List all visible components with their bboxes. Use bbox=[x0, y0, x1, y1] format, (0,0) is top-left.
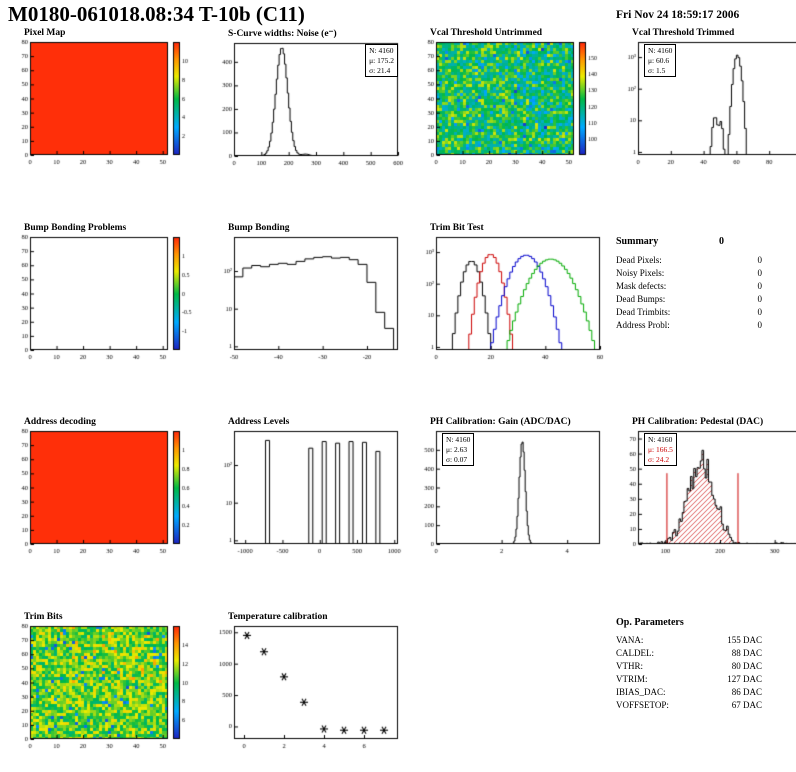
op-parameter-label: VTHR: bbox=[616, 661, 643, 671]
plot-bump-bonding-problems: Bump Bonding Problems bbox=[6, 223, 206, 362]
plot-vcal-untrimmed: Vcal Threshold Untrimmed bbox=[412, 28, 612, 167]
plot-trim-bits: Trim Bits bbox=[6, 612, 206, 751]
op-parameter-row: IBIAS_DAC: 86 DAC bbox=[616, 686, 762, 699]
stat-mean: μ: 166.5 bbox=[648, 444, 673, 454]
summary-value: 0 bbox=[757, 320, 763, 330]
op-parameter-row: VANA: 155 DAC bbox=[616, 634, 762, 647]
summary-label: Mask defects: bbox=[616, 281, 667, 291]
plot-temperature-calibration: Temperature calibration bbox=[210, 612, 410, 751]
plot-title: Vcal Threshold Untrimmed bbox=[430, 28, 543, 38]
plot-trim-bit-test: Trim Bit Test bbox=[412, 223, 612, 362]
address-decoding-canvas bbox=[6, 428, 202, 556]
summary-label: Noisy Pixels: bbox=[616, 268, 665, 278]
plot-title: S-Curve widths: Noise (e⁻) bbox=[228, 29, 337, 39]
stat-entries: N: 4160 bbox=[369, 46, 394, 55]
trim-bit-test-canvas bbox=[412, 234, 608, 362]
summary-value: 0 bbox=[757, 294, 763, 304]
summary-value: 0 bbox=[757, 268, 763, 278]
summary-row: Noisy Pixels: 0 bbox=[616, 267, 762, 280]
plot-vcal-trimmed: Vcal Threshold Trimmed N: 4160 μ: 60.6 σ… bbox=[614, 28, 796, 167]
op-parameters-block: Op. Parameters VANA: 155 DAC CALDEL: 88 DA… bbox=[616, 617, 762, 712]
summary-label: Dead Trimbits: bbox=[616, 307, 671, 317]
temperature-calibration-canvas bbox=[210, 623, 406, 751]
plot-title: Bump Bonding bbox=[228, 223, 290, 233]
summary-value: 0 bbox=[757, 255, 763, 265]
summary-label: Dead Pixels: bbox=[616, 255, 662, 265]
stat-entries: N: 4160 bbox=[648, 435, 673, 444]
summary-label: Dead Bumps: bbox=[616, 294, 666, 304]
plot-title: Temperature calibration bbox=[228, 612, 328, 622]
trim-bits-canvas bbox=[6, 623, 202, 751]
summary-value: 0 bbox=[757, 281, 763, 291]
op-parameter-value: 80 DAC bbox=[731, 661, 762, 671]
plot-address-decoding: Address decoding bbox=[6, 417, 206, 556]
stat-entries: N: 4160 bbox=[648, 46, 673, 55]
op-parameter-row: VTHR: 80 DAC bbox=[616, 660, 762, 673]
summary-block: Summary 0 Dead Pixels: 0 Noisy Pixels: 0 M… bbox=[616, 236, 762, 332]
pixel-map-canvas bbox=[6, 39, 202, 167]
plot-title: Pixel Map bbox=[24, 28, 66, 38]
bump-bonding-canvas bbox=[210, 234, 406, 362]
plot-scurve-noise: S-Curve widths: Noise (e⁻) N: 4160 μ: 17… bbox=[210, 28, 410, 168]
stats-box: N: 4160 μ: 2.63 σ: 0.07 bbox=[442, 433, 475, 467]
ph-pedestal-canvas bbox=[614, 428, 796, 556]
plot-address-levels: Address Levels bbox=[210, 417, 410, 556]
stat-mean: μ: 2.63 bbox=[446, 444, 468, 454]
op-parameters-title: Op. Parameters bbox=[616, 617, 684, 628]
plot-title: Bump Bonding Problems bbox=[24, 223, 127, 233]
stat-sigma: σ: 21.4 bbox=[369, 65, 391, 75]
op-parameter-value: 88 DAC bbox=[731, 648, 762, 658]
summary-header: Summary 0 bbox=[616, 236, 724, 247]
summary-row: Dead Trimbits: 0 bbox=[616, 306, 762, 319]
timestamp: Fri Nov 24 18:59:17 2006 bbox=[616, 9, 740, 21]
summary-value: 0 bbox=[757, 307, 763, 317]
op-parameter-value: 155 DAC bbox=[727, 635, 762, 645]
plot-title: Vcal Threshold Trimmed bbox=[632, 28, 735, 38]
stat-sigma: σ: 1.5 bbox=[648, 65, 666, 75]
op-parameter-row: VOFFSETOP: 67 DAC bbox=[616, 699, 762, 712]
summary-row: Dead Pixels: 0 bbox=[616, 254, 762, 267]
stat-sigma: σ: 0.07 bbox=[446, 454, 468, 464]
plot-ph-pedestal: PH Calibration: Pedestal (DAC) N: 4160 μ… bbox=[614, 417, 796, 556]
plot-title: Address decoding bbox=[24, 417, 96, 427]
stat-sigma: σ: 24.2 bbox=[648, 454, 670, 464]
plot-title: PH Calibration: Gain (ADC/DAC) bbox=[430, 417, 571, 427]
plot-title: Trim Bits bbox=[24, 612, 63, 622]
plot-title: PH Calibration: Pedestal (DAC) bbox=[632, 417, 764, 427]
stat-entries: N: 4160 bbox=[446, 435, 471, 444]
op-parameter-row: CALDEL: 88 DAC bbox=[616, 647, 762, 660]
summary-total: 0 bbox=[719, 236, 724, 247]
stats-box: N: 4160 μ: 175.2 σ: 21.4 bbox=[365, 44, 398, 78]
address-levels-canvas bbox=[210, 428, 406, 556]
op-parameter-value: 127 DAC bbox=[727, 674, 762, 684]
page-title: M0180-061018.08:34 T-10b (C11) bbox=[8, 2, 305, 26]
op-parameter-label: VANA: bbox=[616, 635, 644, 645]
stats-box: N: 4160 μ: 60.6 σ: 1.5 bbox=[644, 44, 677, 78]
plot-bump-bonding: Bump Bonding bbox=[210, 223, 410, 362]
stats-box: N: 4160 μ: 166.5 σ: 24.2 bbox=[644, 433, 677, 467]
stat-mean: μ: 175.2 bbox=[369, 55, 394, 65]
vcal-trimmed-canvas bbox=[614, 39, 796, 167]
summary-row: Dead Bumps: 0 bbox=[616, 293, 762, 306]
summary-title: Summary bbox=[616, 236, 659, 247]
op-parameter-label: CALDEL: bbox=[616, 648, 654, 658]
summary-label: Address Probl: bbox=[616, 320, 670, 330]
plot-pixel-map: Pixel Map bbox=[6, 28, 206, 167]
vcal-untrimmed-canvas bbox=[412, 39, 608, 167]
summary-row: Mask defects: 0 bbox=[616, 280, 762, 293]
op-parameter-value: 86 DAC bbox=[731, 687, 762, 697]
op-parameter-label: VOFFSETOP: bbox=[616, 700, 669, 710]
plot-title: Address Levels bbox=[228, 417, 290, 427]
op-parameter-label: IBIAS_DAC: bbox=[616, 687, 666, 697]
op-parameter-label: VTRIM: bbox=[616, 674, 648, 684]
op-parameter-value: 67 DAC bbox=[731, 700, 762, 710]
plot-ph-gain: PH Calibration: Gain (ADC/DAC) N: 4160 μ… bbox=[412, 417, 612, 556]
op-parameter-row: VTRIM: 127 DAC bbox=[616, 673, 762, 686]
bump-bonding-problems-canvas bbox=[6, 234, 202, 362]
stat-mean: μ: 60.6 bbox=[648, 55, 670, 65]
plot-title: Trim Bit Test bbox=[430, 223, 484, 233]
summary-row: Address Probl: 0 bbox=[616, 319, 762, 332]
